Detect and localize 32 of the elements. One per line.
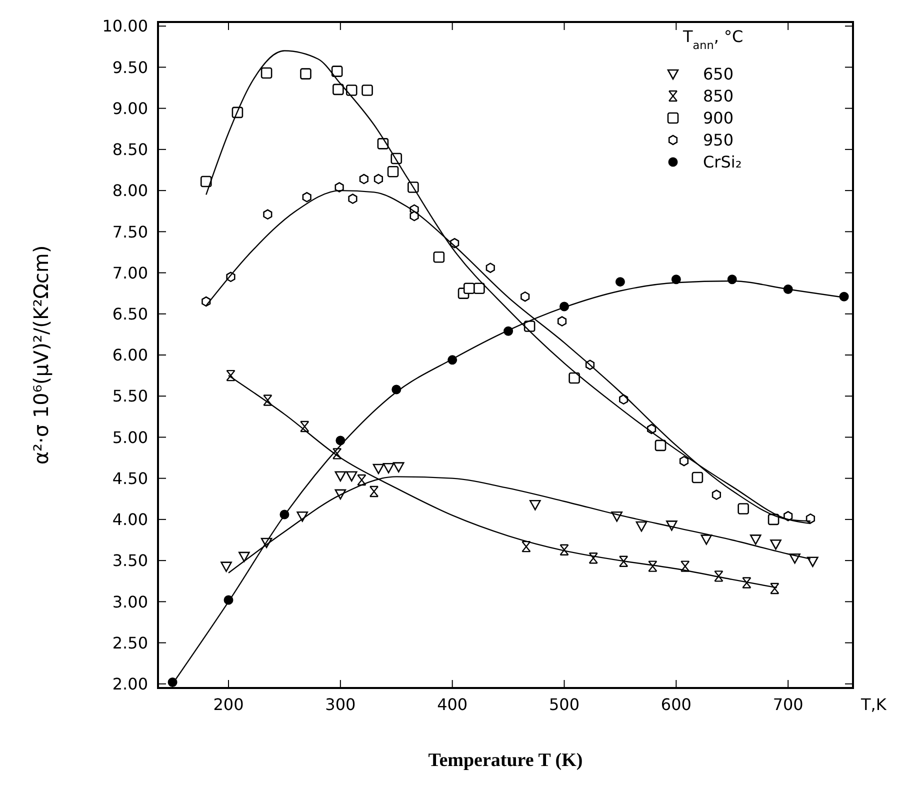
text: T,K — [860, 695, 887, 714]
x-tick-label: 600 — [660, 695, 692, 714]
y-tick-label: 7.50 — [112, 222, 148, 242]
legend-label: 850 — [703, 86, 734, 106]
y-tick-label: 4.50 — [112, 468, 148, 488]
legend-label: CrSi₂ — [703, 152, 742, 172]
legend-label: 650 — [703, 64, 734, 84]
x-axis-title: Temperature T (K) — [428, 750, 583, 771]
y-tick-label: 9.00 — [112, 98, 148, 118]
x-tick-label: 200 — [213, 695, 244, 714]
y-tick-label: 2.50 — [112, 633, 148, 652]
legend-label: 950 — [703, 130, 734, 150]
y-tick-label: 5.00 — [112, 428, 148, 447]
y-axis-title: α²·σ 10⁶(μV)²/(K²Ωcm) — [29, 245, 53, 465]
x-tick-label: 700 — [772, 695, 804, 714]
x-tick-label: 300 — [325, 695, 356, 714]
y-tick-label: 2.00 — [112, 674, 148, 694]
y-tick-label: 6.00 — [112, 346, 148, 365]
y-tick-label: 3.00 — [112, 592, 148, 612]
y-tick-label: 8.50 — [112, 140, 148, 160]
y-tick-label: 5.50 — [112, 386, 148, 406]
legend-label: 900 — [703, 108, 734, 128]
y-tick-label: 9.50 — [112, 58, 148, 77]
y-tick-label: 8.00 — [112, 181, 148, 200]
y-tick-label: 7.00 — [112, 263, 148, 282]
y-tick-label: 10.00 — [102, 16, 148, 36]
y-tick-label: 4.00 — [112, 510, 148, 530]
y-tick-label: 3.50 — [112, 551, 148, 570]
x-tick-label: 500 — [548, 695, 580, 714]
x-tick-label: 400 — [437, 695, 468, 714]
y-tick-label: 6.50 — [112, 304, 148, 324]
legend-title: T$_{ann}$, °C — [682, 27, 744, 52]
